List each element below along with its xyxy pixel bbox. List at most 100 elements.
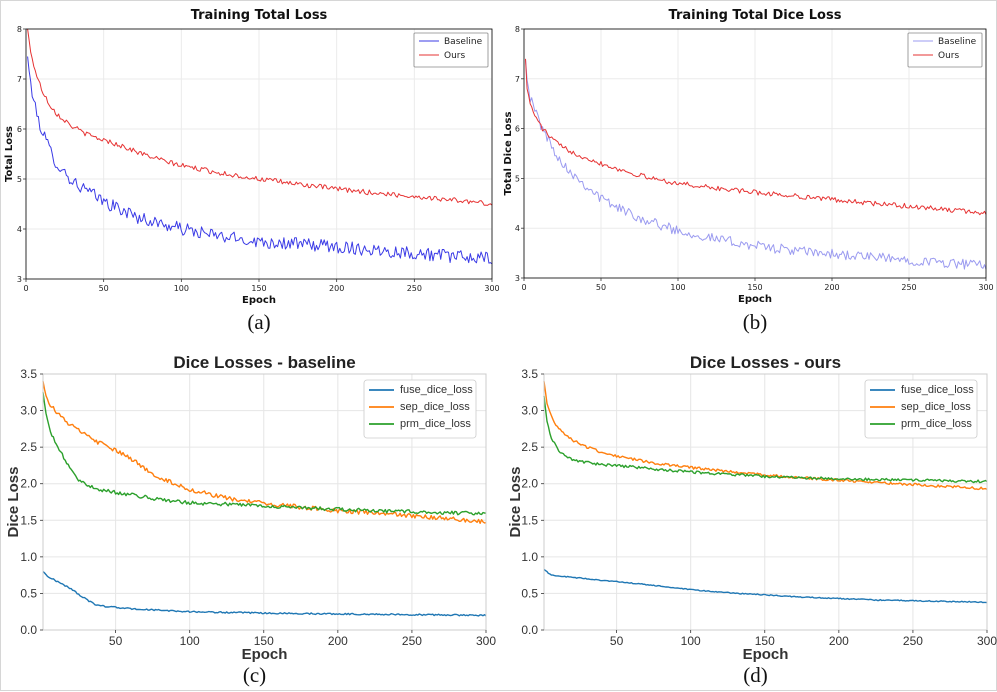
x-tick-label: 150 (747, 283, 762, 292)
series-line-sep-dice-loss (42, 381, 487, 524)
x-tick-label: 50 (99, 284, 109, 293)
y-tick-label: 1.0 (20, 550, 37, 564)
y-tick-label: 3.5 (521, 367, 538, 381)
axes-frame (42, 373, 487, 631)
x-tick-label: 200 (328, 634, 348, 648)
y-tick-label: 2.0 (20, 477, 37, 491)
legend-label-ours: Ours (444, 51, 465, 61)
chart-title: Training Total Dice Loss (669, 8, 842, 23)
x-tick-label: 0 (23, 284, 28, 293)
y-axis-label: Dice Loss (507, 467, 524, 538)
y-tick-label: 0.5 (20, 586, 37, 600)
y-tick-label: 2.0 (521, 477, 538, 491)
x-tick-label: 250 (407, 284, 422, 293)
panel-caption: (b) (743, 310, 768, 334)
y-tick-label: 0.0 (20, 623, 37, 637)
y-tick-label: 8 (17, 25, 22, 34)
y-tick-label: 1.0 (521, 550, 538, 564)
chart-title: Training Total Loss (191, 8, 328, 23)
chart-b: 0 50 100 150 200 250 300 3 4 5 6 7 8 Training Total D… (503, 8, 994, 334)
y-tick-label: 6 (515, 125, 520, 134)
legend-label-baseline: Baseline (444, 37, 483, 47)
y-tick-label: 0.0 (521, 623, 538, 637)
y-tick-label: 3.0 (20, 404, 37, 418)
chart-c: 50 100 150 200 250 300 0.0 0.5 1.0 1.5 2.0 2.5 3.0 3.… (5, 353, 496, 687)
y-tick-label: 1.5 (20, 513, 37, 527)
y-tick-label: 3.0 (521, 404, 538, 418)
chart-title: Dice Losses - ours (690, 353, 841, 372)
y-tick-label: 6 (17, 125, 22, 134)
series-line-prm-dice-loss (543, 395, 988, 484)
y-tick-label: 7 (17, 75, 22, 84)
y-axis-label: Total Dice Loss (503, 112, 514, 196)
chart-d: 50 100 150 200 250 300 0.0 0.5 1.0 1.5 2.0 2.5 3.0 3.… (507, 353, 997, 687)
x-tick-label: 100 (174, 284, 189, 293)
legend: Baseline Ours (413, 32, 489, 68)
x-tick-label: 300 (978, 283, 993, 292)
legend-label-sep-dice-loss: sep_dice_loss (901, 401, 971, 413)
x-tick-label: 100 (180, 634, 200, 648)
y-tick-label: 3 (515, 274, 520, 283)
x-tick-label: 250 (903, 634, 923, 648)
axes-frame (543, 373, 988, 631)
chart-a: 0 50 100 150 200 250 300 3 4 5 6 7 8 Training Total L… (4, 8, 500, 334)
x-tick-label: 100 (670, 283, 685, 292)
series-line-baseline (525, 58, 987, 270)
y-tick-label: 5 (17, 175, 22, 184)
series-line-fuse-dice-loss (543, 568, 988, 604)
legend-label-prm-dice-loss: prm_dice_loss (400, 418, 471, 430)
legend: fuse_dice_loss sep_dice_loss prm_dice_loss (363, 379, 477, 439)
series-line-sep-dice-loss (543, 381, 988, 491)
x-axis-label: Epoch (738, 294, 772, 305)
x-tick-label: 150 (254, 634, 274, 648)
x-tick-label: 250 (402, 634, 422, 648)
x-tick-label: 150 (251, 284, 266, 293)
y-axis-label: Dice Loss (5, 467, 22, 538)
x-tick-label: 0 (521, 283, 526, 292)
x-axis-label: Epoch (242, 295, 276, 306)
y-tick-label: 3 (17, 275, 22, 284)
x-tick-label: 250 (901, 283, 916, 292)
y-tick-label: 3.5 (20, 367, 37, 381)
series-line-fuse-dice-loss (42, 570, 487, 617)
y-tick-label: 1.5 (521, 513, 538, 527)
x-tick-label: 200 (824, 283, 839, 292)
x-tick-label: 50 (109, 634, 123, 648)
panel-caption: (d) (743, 663, 768, 687)
legend-label-sep-dice-loss: sep_dice_loss (400, 401, 470, 413)
x-axis-label: Epoch (743, 646, 789, 663)
chart-title: Dice Losses - baseline (173, 353, 355, 372)
y-tick-label: 5 (515, 174, 520, 183)
series-line-ours (525, 58, 987, 216)
legend-label-baseline: Baseline (938, 37, 977, 47)
x-axis-label: Epoch (242, 646, 288, 663)
y-tick-label: 2.5 (521, 440, 538, 454)
series-line-prm-dice-loss (42, 392, 487, 516)
x-tick-label: 300 (977, 634, 997, 648)
y-tick-label: 0.5 (521, 586, 538, 600)
x-tick-label: 200 (329, 284, 344, 293)
series-line-ours (27, 28, 493, 206)
x-tick-label: 150 (755, 634, 775, 648)
x-tick-label: 300 (476, 634, 496, 648)
series-line-baseline (27, 56, 493, 265)
legend-label-fuse-dice-loss: fuse_dice_loss (901, 384, 974, 396)
y-tick-label: 4 (515, 224, 520, 233)
x-tick-label: 50 (610, 634, 624, 648)
y-tick-label: 8 (515, 25, 520, 34)
panel-caption: (a) (247, 310, 270, 334)
legend-label-fuse-dice-loss: fuse_dice_loss (400, 384, 473, 396)
x-tick-label: 200 (829, 634, 849, 648)
y-tick-label: 4 (17, 225, 22, 234)
x-tick-label: 100 (681, 634, 701, 648)
y-axis-label: Total Loss (4, 126, 15, 182)
x-tick-label: 50 (596, 283, 606, 292)
legend-label-ours: Ours (938, 51, 959, 61)
x-tick-label: 300 (484, 284, 499, 293)
y-tick-label: 7 (515, 75, 520, 84)
legend-label-prm-dice-loss: prm_dice_loss (901, 418, 972, 430)
legend: fuse_dice_loss sep_dice_loss prm_dice_loss (864, 379, 978, 439)
panel-caption: (c) (243, 663, 266, 687)
y-tick-label: 2.5 (20, 440, 37, 454)
